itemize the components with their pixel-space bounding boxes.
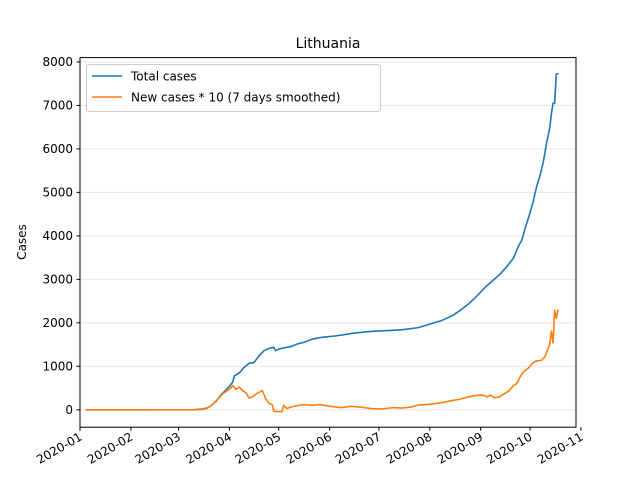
y-tick-label: 4000 [42,229,73,243]
plot-frame [79,57,577,428]
y-tick-label: 5000 [42,186,73,200]
y-tick-label: 0 [65,403,73,417]
series-line-new-cases [85,309,559,413]
y-axis: 0 1000 2000 3000 4000 5000 6000 7000 8000 [42,55,80,417]
y-tick-label: 7000 [42,99,73,113]
legend-box [86,64,381,112]
y-tick-label: 8000 [42,55,73,69]
y-axis-label: Cases [15,224,29,260]
legend-label: Total cases [130,69,197,83]
series-line-total-cases [85,72,559,411]
y-tick-label: 1000 [42,360,73,374]
y-tick-label: 2000 [42,316,73,330]
y-tick-label: 6000 [42,142,73,156]
legend-label: New cases * 10 (7 days smoothed) [131,90,340,104]
chart-title: Lithuania [296,36,361,52]
series-layer [85,72,559,413]
legend: Total cases New cases * 10 (7 days smooth… [86,64,381,112]
y-tick-label: 3000 [42,273,73,287]
